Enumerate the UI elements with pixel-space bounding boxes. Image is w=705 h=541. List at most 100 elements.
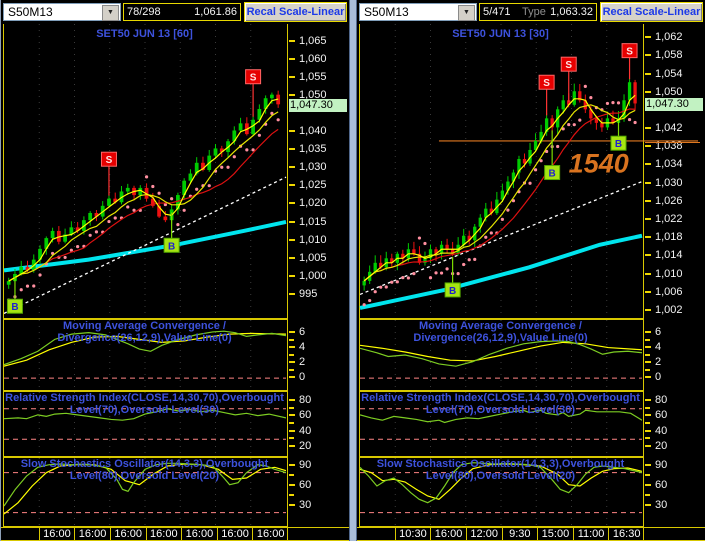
axis-tick: 40 <box>645 425 667 437</box>
axis-tick: 1,025 <box>289 179 327 191</box>
axis-tick: 4 <box>645 341 661 353</box>
recal-scale-button[interactable]: Recal Scale-Linear <box>600 2 703 22</box>
axis-minor-tick <box>289 402 294 414</box>
stochastics-title: Slow Stochastics Oscillator(14,3,3),Over… <box>376 458 625 482</box>
time-label: 16:30 <box>608 528 644 540</box>
axis-tick: 80 <box>645 394 667 406</box>
counter-box: 5/471 Type 1,063.32 <box>479 3 597 21</box>
last-value: 1,063.32 <box>550 6 593 18</box>
chart-panel-right: S50M13 ▼ 5/471 Type 1,063.32 Recal Scale… <box>357 0 705 541</box>
axis-minor-tick <box>645 417 650 429</box>
axis-tick: 1,022 <box>645 213 683 225</box>
stochastics-pane: Slow Stochastics Oscillator(14,3,3),Over… <box>1 457 349 527</box>
stochastics-axis: 90 60 30 <box>645 457 705 527</box>
time-axis-end <box>643 528 644 540</box>
scale-type-label: Type <box>522 6 546 18</box>
axis-tick: 6 <box>289 326 305 338</box>
chevron-down-icon[interactable]: ▼ <box>458 5 475 21</box>
macd-axis: 6 4 2 0 <box>289 319 349 391</box>
main-chart-plot: 1540 B S B S B S <box>359 24 698 319</box>
time-label: 16:00 <box>109 528 146 540</box>
bar-counter: 78/298 <box>127 6 161 18</box>
last-price-badge: 1,047.30 <box>645 98 703 111</box>
axis-tick: 1,014 <box>645 249 683 261</box>
bar-counter: 5/471 <box>483 6 511 18</box>
stochastics-plot <box>3 457 288 527</box>
axis-tick: 1,000 <box>289 270 327 282</box>
price-level-line <box>645 141 700 143</box>
axis-minor-tick <box>289 489 294 501</box>
symbol-select[interactable]: S50M13 ▼ <box>3 3 121 21</box>
axis-tick: 60 <box>645 409 667 421</box>
symbol-value: S50M13 <box>8 5 53 19</box>
axis-tick: 1,035 <box>289 143 327 155</box>
axis-tick: 1,020 <box>289 197 327 209</box>
macd-pane: Moving Average Convergence / Divergence(… <box>357 319 705 391</box>
axis-tick: 60 <box>289 409 311 421</box>
time-label: 12:00 <box>465 528 502 540</box>
axis-tick: 40 <box>289 425 311 437</box>
rsi-axis: 80 60 40 20 <box>645 391 705 457</box>
svg-text:S: S <box>543 78 550 89</box>
macd-plot <box>359 319 644 391</box>
axis-tick: 1,054 <box>645 68 683 80</box>
axis-tick: 1,065 <box>289 35 327 47</box>
symbol-select[interactable]: S50M13 ▼ <box>359 3 477 21</box>
axis-minor-tick <box>289 364 294 376</box>
time-label <box>3 528 39 540</box>
axis-tick: 995 <box>289 288 317 300</box>
counter-box: 78/298 1,061.86 <box>123 3 241 21</box>
chart-title: SET50 JUN 13 [60] <box>96 28 193 40</box>
time-axis-end <box>287 528 288 540</box>
axis-minor-tick <box>289 469 294 481</box>
main-chart-pane: 1540 B S B S B S SET50 JUN 13 [30] 1,062 1,058 1… <box>357 24 705 319</box>
time-label <box>359 528 395 540</box>
toolbar-left: S50M13 ▼ 78/298 1,061.86 Recal Scale-Lin… <box>1 0 349 24</box>
axis-minor-tick <box>289 417 294 429</box>
time-label: 16:00 <box>181 528 217 540</box>
axis-tick: 1,030 <box>645 177 683 189</box>
price-axis: 1,062 1,058 1,054 1,050 1,042 1,038 1,034 1,030… <box>645 24 705 319</box>
time-label: 16:00 <box>252 528 288 540</box>
chart-panel-left: S50M13 ▼ 78/298 1,061.86 Recal Scale-Lin… <box>0 0 349 541</box>
rsi-plot <box>359 391 644 457</box>
svg-text:S: S <box>250 73 257 84</box>
rsi-title: Relative Strength Index(CLOSE,14,30,70),… <box>361 392 640 416</box>
axis-minor-tick <box>645 364 650 376</box>
macd-title: Moving Average Convergence / Divergence(… <box>57 320 232 344</box>
axis-tick: 30 <box>645 499 667 511</box>
time-label: 15:00 <box>537 528 573 540</box>
axis-tick: 1,050 <box>289 89 327 101</box>
axis-tick: 1,006 <box>645 286 683 298</box>
axis-tick: 1,005 <box>289 252 327 264</box>
svg-text:S: S <box>106 155 113 166</box>
time-axis: 16:00 16:00 16:00 16:00 16:00 16:00 16:00 <box>1 527 349 541</box>
axis-tick: 1,034 <box>645 158 683 170</box>
stochastics-plot <box>359 457 644 527</box>
svg-text:S: S <box>565 60 572 71</box>
time-axis: 10:30 16:00 12:00 9:30 15:00 11:00 16:30 <box>357 527 705 541</box>
axis-tick: 1,038 <box>645 140 683 152</box>
main-chart-plot: B S B S <box>3 24 288 319</box>
axis-minor-tick <box>289 334 294 346</box>
stochastics-pane: Slow Stochastics Oscillator(14,3,3),Over… <box>357 457 705 527</box>
window-divider <box>349 0 357 541</box>
last-value: 1,061.86 <box>194 6 237 18</box>
axis-tick: 90 <box>289 459 311 471</box>
axis-tick: 80 <box>289 394 311 406</box>
chevron-down-icon[interactable]: ▼ <box>102 5 119 21</box>
macd-axis: 6 4 2 0 <box>645 319 705 391</box>
svg-text:B: B <box>449 286 456 297</box>
axis-tick: 1,015 <box>289 216 327 228</box>
macd-title: Moving Average Convergence / Divergence(… <box>413 320 588 344</box>
time-label: 11:00 <box>572 528 609 540</box>
axis-tick: 1,010 <box>289 234 327 246</box>
axis-tick: 20 <box>645 440 667 452</box>
time-label: 10:30 <box>394 528 431 540</box>
time-label: 16:00 <box>38 528 75 540</box>
last-price-badge: 1,047.30 <box>289 98 347 112</box>
axis-tick: 1,002 <box>645 304 683 316</box>
recal-scale-button[interactable]: Recal Scale-Linear <box>244 2 347 22</box>
axis-tick: 60 <box>645 479 667 491</box>
